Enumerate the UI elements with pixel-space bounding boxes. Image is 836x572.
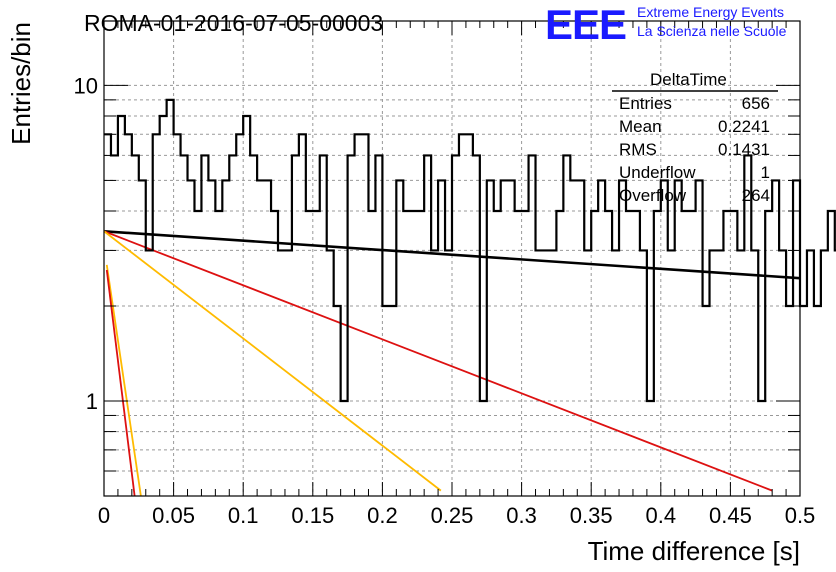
- fit-line: [103, 230, 773, 492]
- x-tick-label: 0.5: [785, 503, 816, 528]
- plot-title: ROMA-01-2016-07-05-00003: [84, 10, 384, 36]
- y-axis-label: Entries/bin: [6, 22, 36, 145]
- x-tick-label: 0.05: [152, 503, 195, 528]
- x-tick-label: 0.45: [709, 503, 752, 528]
- y-tick-labels: 1 10: [74, 73, 98, 414]
- stats-value-underflow: 1: [760, 163, 770, 182]
- x-tick-label: 0.25: [431, 503, 474, 528]
- axis-ticks: [103, 21, 801, 497]
- histogram-series: [104, 98, 836, 403]
- fit-line: [105, 264, 142, 497]
- stats-value-overflow: 264: [741, 186, 770, 205]
- x-tick-label: 0: [98, 503, 110, 528]
- x-tick-label: 0.1: [228, 503, 259, 528]
- stats-label-mean: Mean: [619, 117, 662, 136]
- logo-line-2: La Scienza nelle Scuole: [637, 23, 787, 39]
- x-axis-label: Time difference [s]: [588, 536, 800, 566]
- x-tick-labels: 0 0.05 0.1 0.15 0.2 0.25 0.3 0.35 0.4 0.45 0.5: [98, 503, 815, 528]
- x-tick-label: 0.3: [506, 503, 537, 528]
- eee-logo: EEE: [545, 1, 627, 48]
- stats-title: DeltaTime: [650, 70, 727, 89]
- x-tick-label: 0.4: [646, 503, 677, 528]
- stats-label-underflow: Underflow: [619, 163, 696, 182]
- grid-lines: [104, 21, 800, 497]
- fit-line: [105, 269, 136, 497]
- stats-label-rms: RMS: [619, 140, 657, 159]
- stats-value-entries: 656: [741, 94, 770, 113]
- fit-curves: [103, 229, 801, 497]
- fit-line: [103, 229, 801, 280]
- stats-label-entries: Entries: [619, 94, 672, 113]
- stats-value-rms: 0.1431: [718, 140, 770, 159]
- stats-label-overflow: Overflow: [619, 186, 687, 205]
- y-tick-label: 10: [74, 73, 98, 98]
- stats-value-mean: 0.2241: [718, 117, 770, 136]
- fit-line: [103, 230, 442, 492]
- logo-line-1: Extreme Energy Events: [637, 4, 785, 20]
- histogram-outline: [104, 98, 836, 403]
- x-tick-label: 0.2: [367, 503, 398, 528]
- y-tick-label: 1: [86, 389, 98, 414]
- x-tick-label: 0.35: [570, 503, 613, 528]
- x-tick-label: 0.15: [291, 503, 334, 528]
